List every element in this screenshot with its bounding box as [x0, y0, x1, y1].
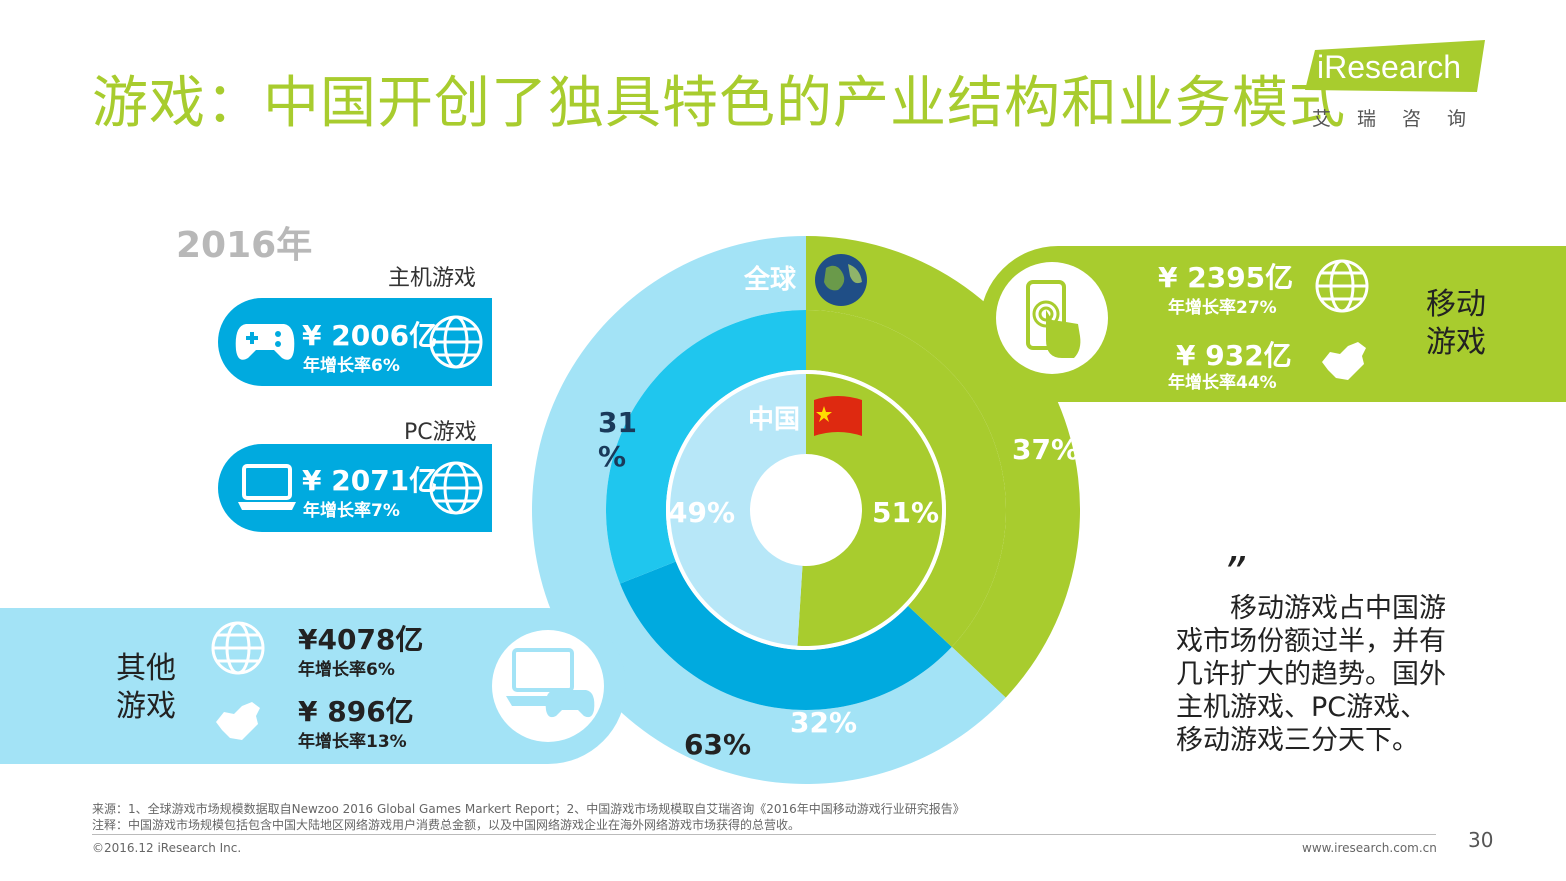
footer-divider: [92, 834, 1436, 835]
quote-text: 移动游戏占中国游戏市场份额过半，并有几许扩大的趋势。国外主机游戏、PC游戏、移动…: [1176, 593, 1446, 756]
donut-segment-global-mobile-inner: [806, 310, 1006, 647]
mobile-china-value: ¥ 932亿: [1176, 339, 1292, 372]
label-global-pc-pct: 32%: [790, 706, 857, 739]
console-growth: 年增长率6%: [303, 356, 400, 376]
footer-source: 来源：1、全球游戏市场规模数据取自Newzoo 2016 Global Game…: [92, 802, 965, 816]
mobile-label: 移动 游戏: [1426, 286, 1486, 362]
console-label: 主机游戏: [388, 266, 477, 291]
donut-segment-global-other: [532, 236, 1006, 784]
label-global-console-pct: 31%: [598, 406, 637, 473]
other-label: 其他 游戏: [116, 650, 176, 726]
gamepad-icon: [235, 324, 295, 360]
label-china-other-pct: 49%: [668, 496, 735, 529]
other-china-growth: 年增长率13%: [298, 732, 407, 752]
quote-mark: ”: [1222, 548, 1245, 599]
logo-subtitle: 艾瑞咨询: [1312, 108, 1493, 130]
donut-segment-global-pc: [620, 561, 952, 710]
other-global-value: ¥4078亿: [298, 623, 424, 656]
pc-growth: 年增长率7%: [303, 501, 400, 521]
china-map-icon: [216, 702, 260, 740]
footer-copyright: ©2016.12 iResearch Inc.: [92, 841, 242, 855]
donut-segment-china-mobile: [797, 374, 942, 646]
mobile-global-value: ¥ 2395亿: [1158, 261, 1294, 294]
label-ring-china: 中国: [748, 405, 800, 435]
mobile-label-line1: 移动: [1426, 287, 1486, 322]
pc-label: PC游戏: [404, 420, 477, 445]
other-label-line2: 游戏: [116, 689, 176, 724]
year-label: 2016年: [176, 225, 313, 266]
label-global-other-pct: 63%: [684, 728, 751, 761]
touch-phone-icon: [1026, 280, 1081, 358]
mobile-china-growth: 年增长率44%: [1168, 373, 1277, 393]
globe-icon: [429, 461, 483, 515]
other-label-line1: 其他: [116, 651, 176, 686]
other-china-value: ¥ 896亿: [298, 695, 414, 728]
globe-icon: [429, 315, 483, 369]
label-ring-global: 全球: [743, 264, 797, 295]
label-global-mobile-pct: 37%: [1012, 433, 1079, 466]
console-value: ¥ 2006亿: [302, 319, 438, 352]
page-number: 30: [1468, 828, 1494, 852]
laptop-icon: [238, 464, 296, 510]
globe-icon: [211, 621, 265, 675]
china-map-icon: [1322, 342, 1366, 380]
footer-note: 注释：中国游戏市场规模包括包含中国大陆地区网络游戏用户消费总金额，以及中国网络游…: [92, 818, 801, 832]
mobile-label-line2: 游戏: [1426, 325, 1486, 360]
other-global-growth: 年增长率6%: [298, 660, 395, 680]
china-flag-icon: [814, 396, 862, 436]
label-china-mobile-pct: 51%: [872, 496, 939, 529]
iresearch-logo: iResearch: [1305, 40, 1485, 92]
page-title: 游戏：中国开创了独具特色的产业结构和业务模式: [92, 71, 1346, 136]
footer-url: www.iresearch.com.cn: [1302, 841, 1437, 855]
donut-segment-global-console: [605, 310, 806, 584]
logo-brand-text: iResearch: [1317, 49, 1461, 85]
globe-icon: [1315, 259, 1369, 313]
laptop-gamepad-icon: [506, 648, 595, 718]
pc-value: ¥ 2071亿: [302, 464, 438, 497]
donut-segment-china-other: [669, 374, 806, 646]
earth-icon: [815, 254, 867, 306]
mobile-global-growth: 年增长率27%: [1168, 298, 1277, 318]
